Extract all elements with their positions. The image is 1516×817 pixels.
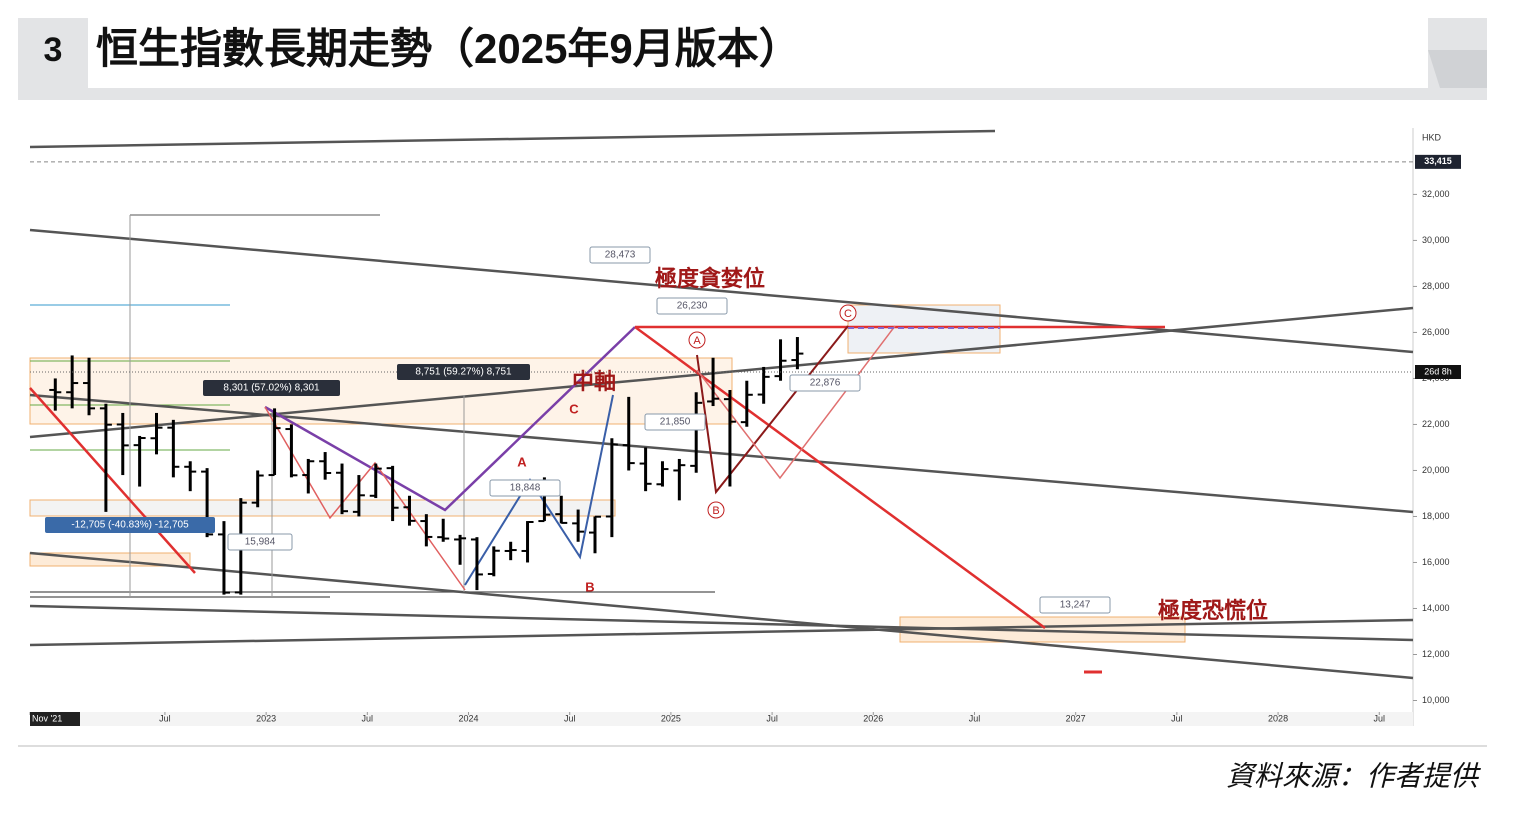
x-tick-label: 2028 — [1268, 713, 1288, 723]
wave-label: C — [569, 401, 579, 416]
callout-box — [227, 533, 293, 551]
wave-path — [264, 406, 466, 591]
wave-label: B — [712, 505, 719, 517]
x-tick-label: Jul — [564, 713, 576, 723]
measure-label: 8,301 (57.02%) 8,301 — [223, 383, 320, 394]
time-axis — [30, 712, 1413, 726]
title: 恒生指數長期走勢（2025年9月版本） — [96, 25, 801, 72]
measure-label: 8,751 (59.27%) 8,751 — [415, 367, 512, 378]
wave-path — [264, 326, 636, 512]
wave-path — [29, 387, 196, 574]
x-tick-label: 2027 — [1066, 713, 1086, 723]
callout: 21,850 — [660, 417, 691, 428]
callout-box — [589, 246, 651, 264]
price-label: 33,415 — [1424, 156, 1452, 166]
callout: 13,247 — [1060, 600, 1091, 611]
y-tick-label: 14,000 — [1422, 603, 1450, 613]
callout-box — [789, 374, 861, 392]
y-tick-label: 18,000 — [1422, 511, 1450, 521]
wave-circle — [688, 331, 706, 349]
y-tick-label: 26,000 — [1422, 327, 1450, 337]
figure-number: 3 — [44, 31, 63, 69]
currency: HKD — [1422, 132, 1442, 142]
callout-box — [489, 479, 561, 497]
y-tick-label: 20,000 — [1422, 465, 1450, 475]
x-tick-bg — [30, 712, 80, 726]
wave-label: B — [585, 579, 594, 594]
callout: 28,473 — [605, 250, 636, 261]
x-tick-label: Jul — [362, 713, 374, 723]
wave-path — [464, 394, 614, 586]
wave-circle — [839, 304, 857, 322]
trend-line — [29, 393, 1414, 514]
zone — [29, 357, 733, 425]
wave-circle — [707, 501, 725, 519]
callout: 18,848 — [510, 483, 541, 494]
trend-line — [29, 129, 996, 149]
y-tick-label: 22,000 — [1422, 419, 1450, 429]
countdown: 26d 8h — [1424, 366, 1452, 376]
x-tick-label: Jul — [1171, 713, 1183, 723]
x-tick-label: 2024 — [458, 713, 478, 723]
y-tick-label: 30,000 — [1422, 235, 1450, 245]
price-label-bg — [1415, 154, 1461, 169]
trend-line — [29, 551, 1414, 680]
measure-box — [397, 364, 530, 380]
measure-label: -12,705 (-40.83%) -12,705 — [71, 520, 189, 531]
callout: 15,984 — [245, 537, 276, 548]
countdown-bg — [1415, 365, 1461, 380]
y-tick-label: 32,000 — [1422, 189, 1450, 199]
mid-axis-label: 中軸 — [572, 369, 616, 394]
y-tick-label: 10,000 — [1422, 695, 1450, 705]
y-tick-label: 16,000 — [1422, 557, 1450, 567]
wave-paths — [29, 325, 1165, 674]
zone — [29, 499, 616, 517]
x-tick-label: Jul — [1374, 713, 1386, 723]
wave-label: A — [693, 335, 701, 347]
wave-label: A — [517, 454, 527, 469]
callout: 22,876 — [810, 378, 841, 389]
trend-lines — [29, 129, 1414, 680]
callout: 26,230 — [677, 301, 708, 312]
x-tick-label: Nov '21 — [32, 713, 62, 723]
callout-box — [1039, 596, 1111, 614]
panic-label: 極度恐慌位 — [1158, 598, 1268, 623]
header-corner — [1428, 50, 1487, 88]
measure-box — [203, 380, 340, 396]
source: 資料來源：作者提供 — [1226, 760, 1481, 791]
y-tick-label: 12,000 — [1422, 649, 1450, 659]
trend-line — [29, 618, 1414, 647]
header-title-area — [88, 18, 1428, 88]
x-tick-label: 2023 — [256, 713, 276, 723]
price-bars — [49, 337, 804, 595]
x-tick-label: Jul — [969, 713, 981, 723]
callout-box — [644, 413, 706, 431]
trend-line — [29, 604, 1414, 642]
x-tick-label: 2026 — [863, 713, 883, 723]
wave-label: C — [844, 308, 852, 320]
x-tick-label: Jul — [159, 713, 171, 723]
x-tick-label: Jul — [766, 713, 778, 723]
trend-line — [29, 228, 1414, 354]
y-tick-label: 28,000 — [1422, 281, 1450, 291]
x-tick-label: 2025 — [661, 713, 681, 723]
callout-box — [656, 297, 728, 315]
greed-label: 極度貪婪位 — [655, 266, 765, 291]
measure-box — [45, 517, 215, 533]
